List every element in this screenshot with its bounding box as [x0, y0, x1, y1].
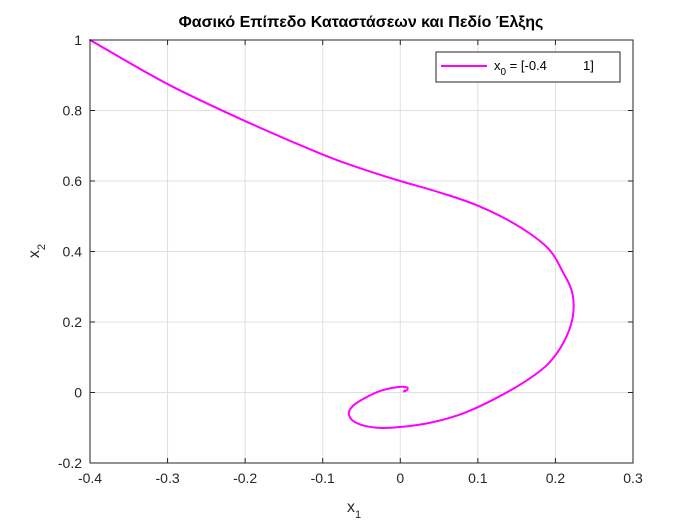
x-tick-label-3: -0.1: [311, 470, 335, 486]
y-tick-label-0: -0.2: [58, 455, 82, 471]
y-axis-label-sub: 2: [36, 244, 48, 250]
series-layer: [89, 39, 575, 430]
x-tick-label-7: 0.3: [623, 470, 643, 486]
y-tick-label-5: 0.8: [63, 103, 83, 119]
legend-label-rest: = [-0.4 1]: [506, 58, 594, 73]
x-tick-label-0: -0.4: [78, 470, 102, 486]
legend-label-series-1: x0 = [-0.4 1]: [494, 58, 594, 78]
y-tick-label-4: 0.6: [63, 173, 83, 189]
legend-label-base: x: [494, 58, 501, 73]
axes: [89, 39, 634, 464]
x-axis-label-sub: 1: [355, 509, 361, 521]
y-tick-label-1: 0: [74, 385, 82, 401]
x-axis-label-base: x: [347, 499, 355, 516]
x-axis-label: x1: [347, 499, 361, 521]
x-tick-label-6: 0.2: [546, 470, 566, 486]
x-tick-label-4: 0: [396, 470, 404, 486]
tick-labels: -0.4 -0.3 -0.2 -0.1 0 0.1 0.2 0.3 -0.2 0 0.2 0.4 0.6…: [58, 32, 643, 486]
y-tick-label-3: 0.4: [63, 244, 83, 260]
x-tick-label-1: -0.3: [156, 470, 180, 486]
x-tick-label-2: -0.2: [233, 470, 257, 486]
x-tick-label-5: 0.1: [468, 470, 488, 486]
y-tick-label-2: 0.2: [63, 314, 83, 330]
y-axis-label: x2: [26, 244, 48, 258]
y-tick-label-6: 1: [74, 32, 82, 48]
legend-label-sub: 0: [501, 67, 507, 78]
series-line-1: [89, 39, 575, 430]
y-axis-label-base: x: [26, 250, 43, 258]
legend: x0 = [-0.4 1]: [435, 51, 621, 83]
chart-title: Φασικό Επίπεδο Καταστάσεων και Πεδίο Έλξ…: [179, 14, 544, 31]
